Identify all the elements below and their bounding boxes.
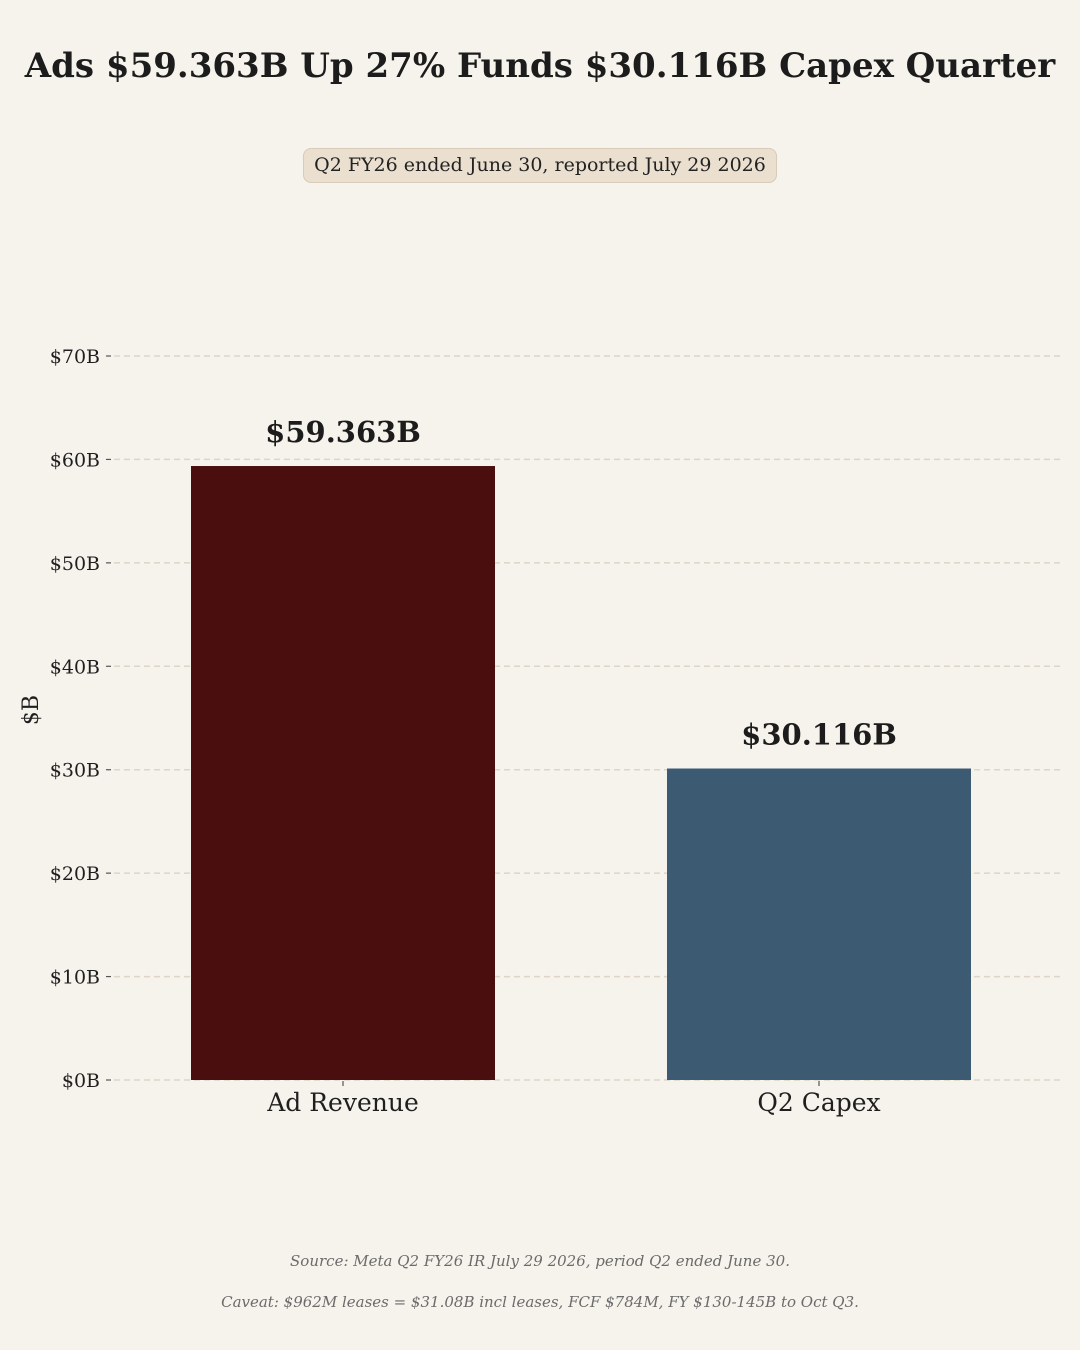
x-tick-label-0: Ad Revenue — [266, 1088, 419, 1117]
y-tick-label-4: $40B — [50, 656, 100, 678]
y-axis-label: $B — [19, 695, 44, 725]
bar-ad-revenue — [191, 466, 495, 1080]
source-note: Source: Meta Q2 FY26 IR July 29 2026, pe… — [290, 1252, 790, 1270]
y-tick-label-6: $60B — [50, 449, 100, 471]
y-tick-label-5: $50B — [50, 553, 100, 575]
bars-layer — [191, 466, 971, 1080]
y-tick-label-1: $10B — [50, 967, 100, 989]
chart-subtitle: Q2 FY26 ended June 30, reported July 29 … — [303, 148, 777, 183]
labels-layer: $59.363B $30.116B — [265, 415, 897, 751]
ticks-layer: $0B $10B $20B $30B $40B $50B $60B $70B Ad Revenu… — [50, 346, 881, 1117]
value-label-1: $30.116B — [741, 718, 897, 752]
y-tick-label-7: $70B — [50, 346, 100, 368]
caveat-note: Caveat: $962M leases = $31.08B incl leas… — [221, 1293, 859, 1311]
bar-q2-capex — [667, 768, 971, 1080]
x-tick-label-1: Q2 Capex — [757, 1088, 880, 1117]
y-tick-label-3: $30B — [50, 760, 100, 782]
subtitle-container: Q2 FY26 ended June 30, reported July 29 … — [0, 148, 1080, 183]
value-label-0: $59.363B — [265, 415, 421, 449]
y-tick-label-2: $20B — [50, 863, 100, 885]
chart-title: Ads $59.363B Up 27% Funds $30.116B Capex… — [24, 46, 1056, 86]
y-tick-label-0: $0B — [62, 1070, 100, 1092]
